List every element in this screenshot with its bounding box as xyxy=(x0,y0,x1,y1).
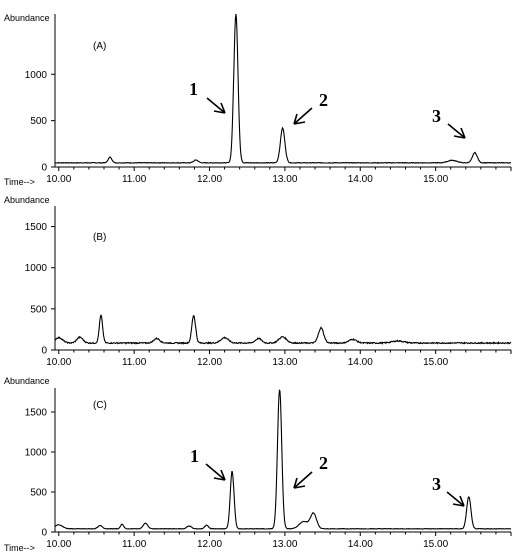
x-ticks-c: 10.00 11.00 12.00 13.00 14.00 15.00 xyxy=(46,532,512,550)
peak-label-c-1: 1 xyxy=(190,446,199,466)
peak-label-a-2: 2 xyxy=(319,90,328,110)
y-tick-label-c: 1500 xyxy=(25,408,48,419)
y-ticks-a: 0 500 1000 xyxy=(25,70,55,174)
trace-b xyxy=(54,314,512,345)
x-tick-label-c: 10.00 xyxy=(46,539,71,550)
y-tick-label-c: 1000 xyxy=(25,448,48,459)
x-tick-label-b: 11.00 xyxy=(122,357,147,368)
y-tick-label-a: 1000 xyxy=(25,70,48,81)
panel-a: Abundance (A) Time--> 0 500 1000 10.00 11.0… xyxy=(4,13,512,187)
x-tick-label-a: 13.00 xyxy=(272,174,297,185)
x-tick-label-b: 13.00 xyxy=(272,357,297,368)
panel-b: Abundance (B) 0 500 1000 1500 10.00 11.00 12.… xyxy=(4,195,512,368)
y-tick-label-a: 500 xyxy=(30,116,47,127)
x-tick-label-c: 11.00 xyxy=(122,539,147,550)
xlabel-a: Time--> xyxy=(4,177,35,187)
y-tick-label-c: 0 xyxy=(41,528,47,539)
panel-label-a: (A) xyxy=(93,41,106,52)
arrow-a-3 xyxy=(447,123,466,139)
panel-label-c: (C) xyxy=(93,400,107,411)
x-tick-label-b: 12.00 xyxy=(197,357,222,368)
y-tick-label-c: 500 xyxy=(30,488,47,499)
x-tick-label-c: 14.00 xyxy=(348,539,373,550)
x-tick-label-b: 10.00 xyxy=(46,357,71,368)
y-tick-label-b: 500 xyxy=(30,304,47,315)
y-tick-label-b: 1000 xyxy=(25,263,48,274)
panel-label-b: (B) xyxy=(93,232,106,243)
peak-label-a-1: 1 xyxy=(189,79,198,99)
x-tick-label-a: 15.00 xyxy=(423,174,448,185)
peak-label-c-3: 3 xyxy=(432,474,441,494)
x-tick-label-b: 14.00 xyxy=(348,357,373,368)
x-ticks-a: 10.00 11.00 12.00 13.00 14.00 15.00 xyxy=(46,167,512,185)
x-tick-label-c: 12.00 xyxy=(197,539,222,550)
y-tick-label-b: 0 xyxy=(41,346,47,357)
x-tick-label-a: 14.00 xyxy=(348,174,373,185)
x-tick-label-a: 11.00 xyxy=(122,174,147,185)
arrow-a-2 xyxy=(293,107,313,125)
y-tick-label-b: 1500 xyxy=(25,222,48,233)
y-tick-label-a: 0 xyxy=(41,163,47,174)
ylabel-c: Abundance xyxy=(4,376,50,386)
ylabel-a: Abundance xyxy=(4,13,50,23)
arrow-a-1 xyxy=(206,97,226,114)
panel-c: Abundance (C) Time--> 0 500 1000 1500 10.00… xyxy=(4,376,512,553)
x-tick-label-c: 13.00 xyxy=(272,539,297,550)
ylabel-b: Abundance xyxy=(4,195,50,205)
arrow-c-1 xyxy=(205,463,226,481)
y-ticks-b: 0 500 1000 1500 xyxy=(25,222,55,357)
y-ticks-c: 0 500 1000 1500 xyxy=(25,408,55,539)
arrow-c-3 xyxy=(446,491,465,507)
x-tick-label-c: 15.00 xyxy=(423,539,448,550)
xlabel-c: Time--> xyxy=(4,543,35,553)
trace-c xyxy=(54,389,512,530)
x-tick-label-a: 12.00 xyxy=(197,174,222,185)
x-ticks-b: 10.00 11.00 12.00 13.00 14.00 15.00 xyxy=(46,350,512,368)
arrow-c-2 xyxy=(293,471,313,489)
trace-a xyxy=(55,14,512,164)
peak-label-c-2: 2 xyxy=(319,453,328,473)
x-tick-label-b: 15.00 xyxy=(423,357,448,368)
peak-label-a-3: 3 xyxy=(432,106,441,126)
x-tick-label-a: 10.00 xyxy=(46,174,71,185)
